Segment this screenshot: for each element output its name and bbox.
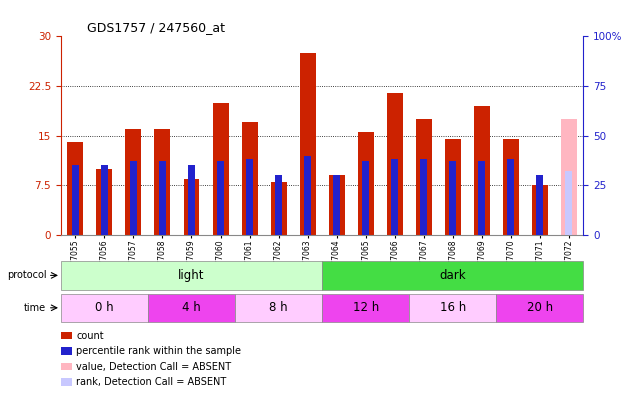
Text: rank, Detection Call = ABSENT: rank, Detection Call = ABSENT: [76, 377, 226, 387]
Text: value, Detection Call = ABSENT: value, Detection Call = ABSENT: [76, 362, 231, 371]
Bar: [61, 294, 148, 322]
Bar: [565, 171, 572, 235]
Bar: [333, 175, 340, 235]
Bar: [154, 129, 171, 235]
Bar: [304, 156, 312, 235]
Bar: [148, 294, 235, 322]
Text: protocol: protocol: [7, 271, 46, 280]
Bar: [409, 294, 496, 322]
Bar: [532, 185, 548, 235]
Text: 20 h: 20 h: [527, 301, 553, 314]
Bar: [159, 162, 166, 235]
Text: time: time: [24, 303, 46, 313]
Bar: [242, 122, 258, 235]
Bar: [101, 165, 108, 235]
Bar: [213, 102, 228, 235]
Bar: [217, 162, 224, 235]
Text: GDS1757 / 247560_at: GDS1757 / 247560_at: [87, 21, 225, 34]
Bar: [536, 175, 544, 235]
Bar: [67, 142, 83, 235]
Bar: [507, 160, 514, 235]
Text: 8 h: 8 h: [269, 301, 288, 314]
Bar: [299, 53, 315, 235]
Bar: [362, 162, 369, 235]
Bar: [478, 162, 485, 235]
Text: 12 h: 12 h: [353, 301, 379, 314]
Bar: [322, 294, 409, 322]
Bar: [420, 160, 428, 235]
Text: dark: dark: [439, 269, 466, 282]
Bar: [358, 132, 374, 235]
Bar: [387, 93, 403, 235]
Bar: [246, 160, 253, 235]
Bar: [445, 139, 461, 235]
Text: 16 h: 16 h: [440, 301, 466, 314]
Bar: [130, 162, 137, 235]
Bar: [235, 294, 322, 322]
Text: count: count: [76, 331, 104, 341]
Bar: [126, 129, 142, 235]
Bar: [275, 175, 282, 235]
Bar: [96, 169, 112, 235]
Bar: [183, 179, 199, 235]
Bar: [72, 165, 79, 235]
Bar: [474, 106, 490, 235]
Bar: [391, 160, 398, 235]
Bar: [449, 162, 456, 235]
Text: 0 h: 0 h: [95, 301, 113, 314]
Bar: [61, 261, 322, 290]
Bar: [329, 175, 345, 235]
Bar: [322, 261, 583, 290]
Bar: [561, 119, 577, 235]
Bar: [271, 182, 287, 235]
Text: 4 h: 4 h: [182, 301, 201, 314]
Bar: [503, 139, 519, 235]
Bar: [496, 294, 583, 322]
Text: percentile rank within the sample: percentile rank within the sample: [76, 346, 241, 356]
Bar: [188, 165, 195, 235]
Bar: [416, 119, 431, 235]
Text: light: light: [178, 269, 204, 282]
